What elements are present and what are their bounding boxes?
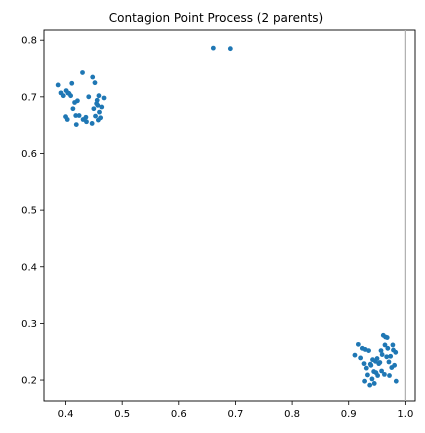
plot-area [43,29,416,402]
y-axis: 0.2 0.3 0.4 0.5 0.6 0.7 0.8 [21,36,44,387]
data-point [70,106,76,112]
data-point [375,373,381,378]
data-point [84,119,89,125]
data-point [98,115,104,121]
data-point [358,355,364,361]
data-point [384,354,390,360]
x-tick-label: 0.4 [58,409,74,420]
data-point [93,113,98,119]
x-tick-label: 0.7 [227,409,243,420]
data-point [382,371,387,377]
data-point [378,348,384,353]
data-point [96,93,102,99]
data-point [379,368,384,374]
data-point [393,378,399,384]
data-point [68,93,74,99]
x-tick-label: 1.0 [397,409,413,420]
y-tick-label: 0.6 [21,149,37,160]
data-point [374,356,380,361]
data-point [210,45,216,51]
data-point [361,361,367,367]
data-point [73,113,79,118]
data-point [90,74,96,80]
y-tick-label: 0.5 [21,206,37,217]
data-point [60,93,66,99]
data-point [91,106,97,112]
data-point [390,342,396,348]
y-tick-label: 0.2 [21,376,37,387]
data-point [371,381,377,386]
data-point [73,122,79,127]
x-tick-label: 0.8 [284,409,300,420]
y-tick-label: 0.8 [21,36,37,47]
data-point [366,348,371,353]
data-point [382,342,388,348]
data-point [80,70,85,75]
y-tick-label: 0.3 [21,319,37,330]
data-point [369,376,375,382]
data-point [393,349,399,355]
data-point [355,341,361,347]
data-point [101,95,107,101]
x-tick-label: 0.6 [171,409,187,420]
data-point [92,80,98,86]
data-point [368,362,374,368]
data-point [387,373,392,378]
data-point [363,365,369,371]
data-point [385,345,391,351]
data-point [94,97,100,103]
points-layer [55,45,399,388]
data-point [64,117,70,122]
data-point [99,104,105,110]
data-point [388,353,394,359]
data-point [379,352,385,357]
data-point [367,382,373,388]
data-point [86,94,92,100]
data-point [384,335,390,340]
data-point [97,109,102,115]
data-point [362,378,367,384]
data-point [83,114,89,120]
chart-title: Contagion Point Process (2 parents) [109,11,323,25]
y-tick-label: 0.4 [21,262,37,273]
x-tick-label: 0.9 [341,409,357,420]
x-axis: 0.4 0.5 0.6 0.7 0.8 0.9 1.0 [58,401,413,420]
data-point [89,121,95,126]
data-point [95,102,101,108]
data-point [365,372,370,378]
data-point [76,113,82,118]
y-tick-label: 0.7 [21,92,37,103]
data-point [386,359,392,365]
data-point [75,98,80,104]
data-point [392,362,398,368]
data-point [55,82,61,88]
x-tick-label: 0.5 [114,409,130,420]
data-point [377,360,383,365]
data-point [227,46,233,52]
data-point [352,352,358,358]
data-point [69,80,75,86]
